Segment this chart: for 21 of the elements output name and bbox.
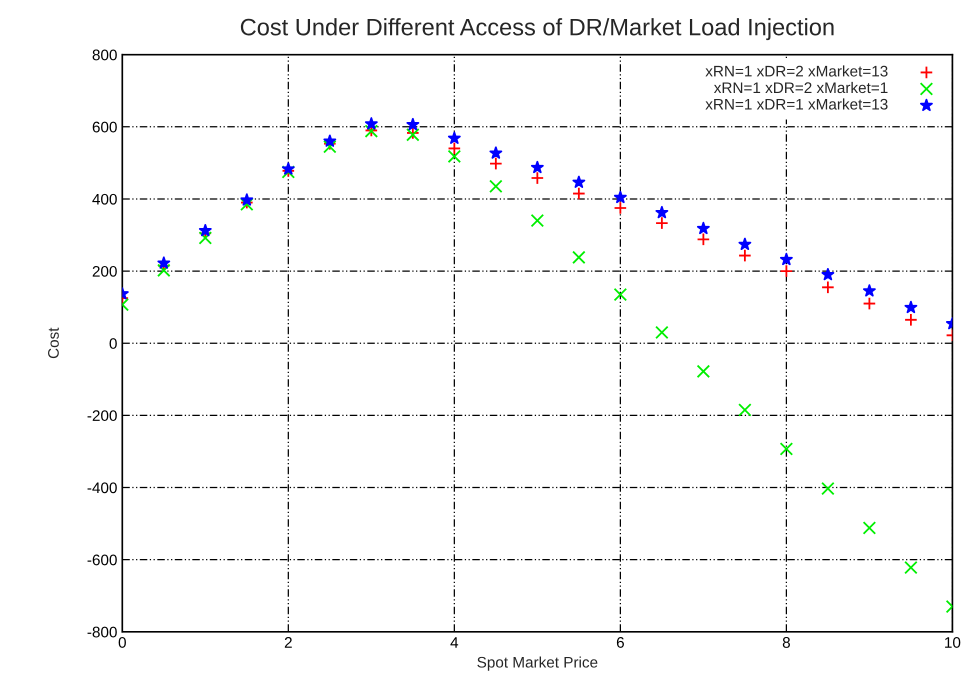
x-tick-label: 4	[450, 637, 458, 648]
y-tick-label: -800	[88, 626, 117, 638]
x-tick-label: 10	[945, 637, 960, 648]
y-tick-label: 800	[92, 50, 117, 60]
x-tick-label: 8	[782, 637, 790, 648]
y-tick-label: 600	[92, 122, 117, 132]
y-axis-title: Cost	[48, 328, 59, 358]
y-tick-label: 400	[92, 194, 117, 205]
x-tick-label: 6	[616, 637, 624, 648]
y-tick-label: -600	[88, 554, 117, 566]
x-tick-label: 0	[118, 637, 126, 648]
chart-title: Cost Under Different Access of DR/Market Load Injection	[240, 18, 834, 40]
y-tick-label: 0	[110, 338, 117, 349]
x-tick-label: 2	[284, 637, 292, 648]
x-axis-title: Spot Market Price	[477, 656, 598, 671]
y-tick-label: -200	[88, 410, 117, 422]
legend-label: xRN=1 xDR=1 xMarket=13	[705, 98, 888, 110]
legend-label: xRN=1 xDR=2 xMarket=1	[714, 82, 888, 94]
y-tick-label: 200	[92, 266, 117, 277]
legend-label: xRN=1 xDR=2 xMarket=13	[705, 65, 888, 77]
y-tick-label: -400	[88, 482, 117, 494]
